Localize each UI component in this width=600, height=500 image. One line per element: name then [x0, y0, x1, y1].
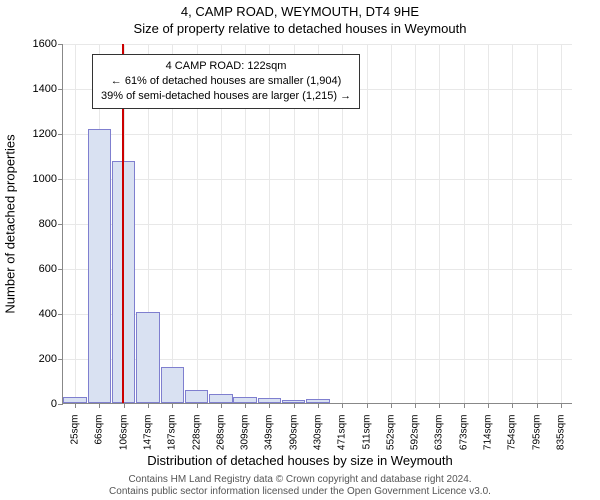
- x-tick: [488, 403, 489, 408]
- plot-area: 0200400600800100012001400160025sqm66sqm1…: [62, 44, 572, 404]
- x-axis-label: Distribution of detached houses by size …: [0, 453, 600, 468]
- y-tick-label: 0: [51, 398, 63, 410]
- y-tick-label: 1200: [33, 128, 63, 140]
- footer-line-1: Contains HM Land Registry data © Crown c…: [0, 474, 600, 486]
- x-tick: [294, 403, 295, 408]
- y-tick-label: 800: [39, 218, 63, 230]
- x-tick-label: 714sqm: [483, 409, 494, 451]
- x-tick: [391, 403, 392, 408]
- x-tick: [245, 403, 246, 408]
- x-tick-label: 754sqm: [507, 409, 518, 451]
- x-tick-label: 349sqm: [264, 409, 275, 451]
- x-tick-label: 106sqm: [118, 409, 129, 451]
- x-tick-label: 430sqm: [313, 409, 324, 451]
- x-tick: [464, 403, 465, 408]
- x-tick: [172, 403, 173, 408]
- x-tick: [415, 403, 416, 408]
- gridline-v: [75, 44, 76, 403]
- x-tick-label: 309sqm: [240, 409, 251, 451]
- x-tick-label: 795sqm: [531, 409, 542, 451]
- page-title: 4, CAMP ROAD, WEYMOUTH, DT4 9HE: [0, 0, 600, 19]
- histogram-bar: [185, 390, 208, 404]
- y-tick-label: 600: [39, 263, 63, 275]
- histogram-bar: [88, 129, 111, 404]
- x-tick-label: 592sqm: [410, 409, 421, 451]
- gridline-v: [537, 44, 538, 403]
- x-tick-label: 228sqm: [191, 409, 202, 451]
- x-tick-label: 147sqm: [143, 409, 154, 451]
- x-tick: [269, 403, 270, 408]
- gridline-v: [367, 44, 368, 403]
- gridline-v: [512, 44, 513, 403]
- x-tick: [318, 403, 319, 408]
- x-tick: [561, 403, 562, 408]
- y-tick-label: 400: [39, 308, 63, 320]
- histogram-bar: [209, 394, 232, 403]
- x-tick: [124, 403, 125, 408]
- y-tick-label: 1600: [33, 38, 63, 50]
- x-tick: [221, 403, 222, 408]
- x-tick-label: 552sqm: [385, 409, 396, 451]
- y-axis-label: Number of detached properties: [3, 134, 18, 313]
- x-tick-label: 673sqm: [458, 409, 469, 451]
- histogram-bar: [306, 399, 329, 404]
- x-tick: [439, 403, 440, 408]
- gridline-v: [439, 44, 440, 403]
- x-tick: [537, 403, 538, 408]
- x-tick-label: 66sqm: [94, 409, 105, 445]
- x-tick: [99, 403, 100, 408]
- x-tick-label: 471sqm: [337, 409, 348, 451]
- annotation-line: ← 61% of detached houses are smaller (1,…: [101, 74, 351, 89]
- page-subtitle: Size of property relative to detached ho…: [0, 19, 600, 36]
- histogram-bar: [161, 367, 184, 403]
- gridline-v: [415, 44, 416, 403]
- x-tick: [512, 403, 513, 408]
- x-tick: [342, 403, 343, 408]
- x-tick-label: 390sqm: [288, 409, 299, 451]
- gridline-v: [488, 44, 489, 403]
- histogram-bar: [233, 397, 256, 403]
- x-tick-label: 511sqm: [361, 409, 372, 450]
- gridline-v: [391, 44, 392, 403]
- y-tick-label: 200: [39, 353, 63, 365]
- gridline-v: [464, 44, 465, 403]
- x-tick: [197, 403, 198, 408]
- annotation-line: 39% of semi-detached houses are larger (…: [101, 89, 351, 104]
- x-tick-label: 633sqm: [434, 409, 445, 451]
- x-tick-label: 187sqm: [167, 409, 178, 451]
- footer-line-2: Contains public sector information licen…: [0, 486, 600, 498]
- x-tick: [367, 403, 368, 408]
- x-tick: [75, 403, 76, 408]
- histogram-bar: [258, 398, 281, 403]
- histogram-bar: [136, 312, 159, 403]
- attribution-text: Contains HM Land Registry data © Crown c…: [0, 474, 600, 498]
- annotation-callout: 4 CAMP ROAD: 122sqm← 61% of detached hou…: [92, 54, 360, 109]
- x-tick-label: 268sqm: [215, 409, 226, 451]
- gridline-v: [561, 44, 562, 403]
- histogram-bar: [282, 400, 305, 403]
- y-tick-label: 1400: [33, 83, 63, 95]
- x-tick-label: 25sqm: [70, 409, 81, 445]
- chart-container: 4, CAMP ROAD, WEYMOUTH, DT4 9HE Size of …: [0, 0, 600, 500]
- x-tick-label: 835sqm: [555, 409, 566, 451]
- annotation-line: 4 CAMP ROAD: 122sqm: [101, 59, 351, 74]
- y-tick-label: 1000: [33, 173, 63, 185]
- histogram-bar: [63, 397, 86, 403]
- x-tick: [148, 403, 149, 408]
